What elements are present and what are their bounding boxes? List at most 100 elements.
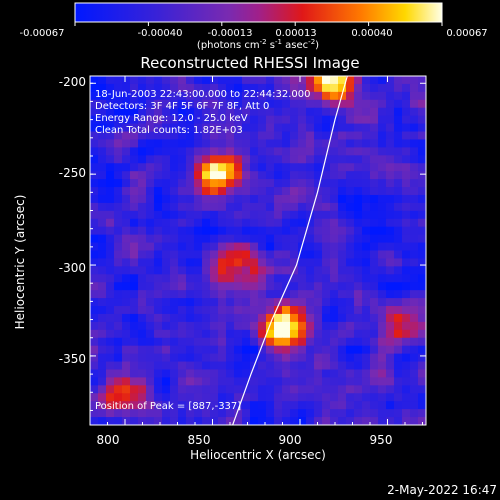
image-pixel	[266, 187, 275, 196]
image-pixel	[274, 194, 283, 204]
image-pixel	[162, 139, 171, 148]
image-pixel	[170, 210, 179, 220]
image-pixel	[258, 163, 267, 172]
image-pixel	[178, 234, 187, 244]
image-pixel	[242, 313, 251, 323]
image-pixel	[114, 329, 123, 339]
image-pixel	[282, 329, 291, 339]
image-pixel	[194, 393, 203, 402]
image-pixel	[258, 377, 267, 386]
image-pixel	[114, 147, 123, 156]
image-pixel	[282, 147, 291, 156]
image-pixel	[178, 417, 187, 425]
image-pixel	[386, 409, 395, 418]
image-pixel	[410, 155, 419, 164]
image-pixel	[346, 155, 355, 164]
image-pixel	[242, 353, 251, 363]
image-pixel	[282, 250, 291, 260]
image-pixel	[186, 250, 195, 260]
image-pixel	[138, 179, 147, 188]
image-pixel	[138, 417, 147, 425]
image-pixel	[130, 321, 139, 331]
image-pixel	[266, 123, 275, 133]
image-pixel	[154, 226, 163, 236]
image-pixel	[146, 147, 155, 156]
image-pixel	[402, 401, 411, 410]
image-pixel	[90, 171, 99, 180]
image-pixel	[266, 274, 275, 283]
image-pixel	[162, 361, 171, 371]
image-pixel	[354, 226, 363, 236]
image-pixel	[386, 290, 395, 299]
image-pixel	[210, 76, 219, 85]
image-pixel	[306, 290, 315, 299]
image-pixel	[402, 163, 411, 172]
image-pixel	[210, 107, 219, 117]
image-pixel	[402, 139, 411, 148]
image-pixel	[346, 282, 355, 291]
image-pixel	[386, 91, 395, 101]
image-pixel	[226, 115, 235, 125]
image-pixel	[378, 163, 387, 172]
image-pixel	[322, 226, 331, 236]
image-pixel	[210, 258, 219, 267]
image-pixel	[306, 274, 315, 283]
image-pixel	[330, 369, 339, 379]
image-pixel	[330, 385, 339, 394]
image-pixel	[218, 194, 227, 204]
image-pixel	[362, 194, 371, 204]
image-pixel	[202, 385, 211, 394]
image-pixel	[290, 369, 299, 379]
image-pixel	[322, 282, 331, 291]
image-pixel	[338, 147, 347, 156]
image-pixel	[306, 345, 315, 355]
image-pixel	[330, 266, 339, 275]
image-pixel	[122, 337, 131, 347]
image-pixel	[226, 187, 235, 196]
image-pixel	[154, 353, 163, 363]
image-pixel	[162, 194, 171, 204]
image-pixel	[354, 361, 363, 371]
image-pixel	[290, 131, 299, 141]
image-pixel	[338, 393, 347, 402]
image-pixel	[210, 266, 219, 275]
image-pixel	[194, 99, 203, 109]
image-pixel	[218, 258, 227, 267]
image-pixel	[154, 377, 163, 386]
image-pixel	[106, 194, 115, 204]
image-pixel	[370, 179, 379, 188]
image-pixel	[402, 361, 411, 371]
image-pixel	[266, 266, 275, 275]
image-pixel	[418, 385, 426, 394]
image-pixel	[330, 345, 339, 355]
image-pixel	[186, 313, 195, 323]
image-pixel	[290, 274, 299, 283]
image-pixel	[258, 266, 267, 275]
image-pixel	[178, 155, 187, 164]
image-pixel	[234, 131, 243, 141]
image-pixel	[410, 242, 419, 252]
image-pixel	[306, 187, 315, 196]
image-pixel	[418, 337, 426, 347]
image-pixel	[362, 266, 371, 275]
image-pixel	[290, 194, 299, 204]
image-pixel	[338, 266, 347, 275]
image-pixel	[186, 147, 195, 156]
image-pixel	[250, 163, 259, 172]
image-pixel	[202, 218, 211, 228]
image-pixel	[266, 329, 275, 339]
image-pixel	[338, 163, 347, 172]
image-pixel	[90, 155, 99, 164]
image-pixel	[178, 321, 187, 331]
image-pixel	[210, 313, 219, 323]
image-pixel	[346, 139, 355, 148]
image-pixel	[226, 83, 235, 93]
image-pixel	[218, 353, 227, 363]
image-pixel	[346, 337, 355, 347]
image-pixel	[362, 131, 371, 141]
image-pixel	[186, 210, 195, 220]
image-pixel	[274, 99, 283, 109]
image-pixel	[114, 99, 123, 109]
image-pixel	[242, 179, 251, 188]
image-pixel	[314, 337, 323, 347]
